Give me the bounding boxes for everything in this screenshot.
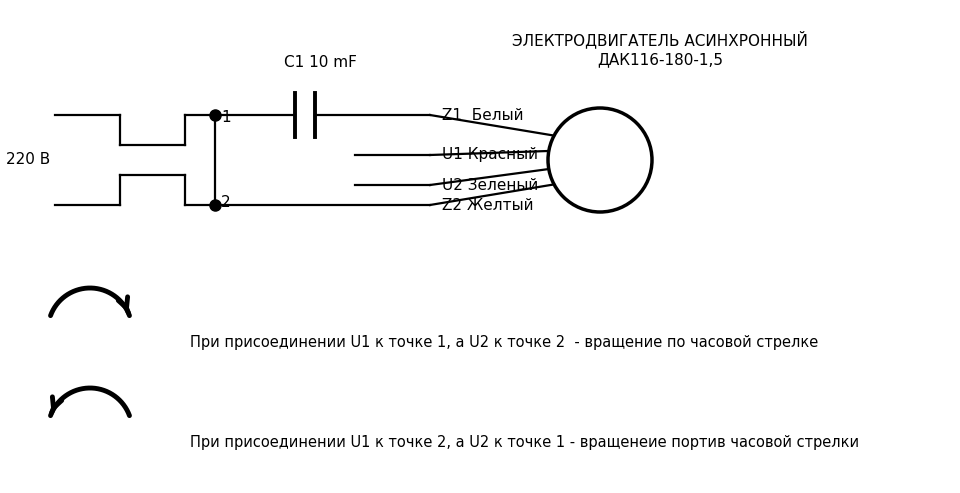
- Text: Z1  Белый: Z1 Белый: [442, 107, 523, 122]
- Text: При присоединении U1 к точке 2, а U2 к точке 1 - вращенеие портив часовой стрелк: При присоединении U1 к точке 2, а U2 к т…: [190, 435, 859, 451]
- Text: ДАК116-180-1,5: ДАК116-180-1,5: [597, 52, 723, 67]
- Text: C1 10 mF: C1 10 mF: [283, 55, 356, 70]
- Text: 1: 1: [221, 110, 230, 125]
- Text: ЭЛЕКТРОДВИГАТЕЛЬ АСИНХРОННЫЙ: ЭЛЕКТРОДВИГАТЕЛЬ АСИНХРОННЫЙ: [512, 30, 808, 48]
- Text: U1 Красный: U1 Красный: [442, 147, 538, 163]
- Text: При присоединении U1 к точке 1, а U2 к точке 2  - вращение по часовой стрелке: При присоединении U1 к точке 1, а U2 к т…: [190, 336, 818, 351]
- Text: 2: 2: [221, 195, 230, 210]
- Text: Z2 Желтый: Z2 Желтый: [442, 198, 534, 212]
- Text: 220 В: 220 В: [6, 152, 50, 168]
- Text: U2 Зеленый: U2 Зеленый: [442, 177, 539, 192]
